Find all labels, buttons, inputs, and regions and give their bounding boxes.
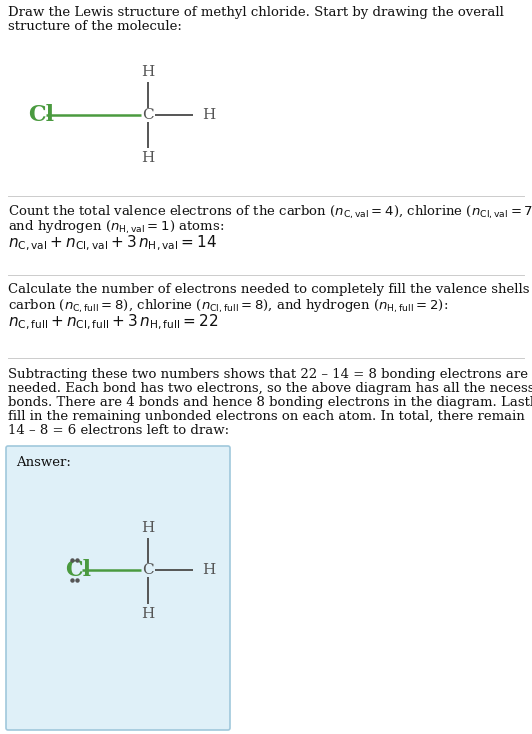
Text: C: C: [142, 108, 154, 122]
Text: carbon ($n_{\mathrm{C,full}} = 8$), chlorine ($n_{\mathrm{Cl,full}} = 8$), and h: carbon ($n_{\mathrm{C,full}} = 8$), chlo…: [8, 298, 448, 315]
Text: C: C: [142, 563, 154, 577]
Text: H: H: [142, 65, 155, 79]
Text: Subtracting these two numbers shows that 22 – 14 = 8 bonding electrons are: Subtracting these two numbers shows that…: [8, 368, 528, 381]
Text: needed. Each bond has two electrons, so the above diagram has all the necessary: needed. Each bond has two electrons, so …: [8, 382, 532, 395]
Text: H: H: [202, 108, 215, 122]
Text: fill in the remaining unbonded electrons on each atom. In total, there remain: fill in the remaining unbonded electrons…: [8, 410, 525, 423]
Text: Count the total valence electrons of the carbon ($n_{\mathrm{C,val}} = 4$), chlo: Count the total valence electrons of the…: [8, 204, 532, 221]
Text: structure of the molecule:: structure of the molecule:: [8, 20, 182, 33]
Text: Draw the Lewis structure of methyl chloride. Start by drawing the overall: Draw the Lewis structure of methyl chlor…: [8, 6, 504, 19]
Text: H: H: [142, 607, 155, 621]
Text: Answer:: Answer:: [16, 456, 71, 469]
Text: H: H: [142, 521, 155, 535]
Text: Cl: Cl: [65, 559, 91, 581]
FancyBboxPatch shape: [6, 446, 230, 730]
Text: Cl: Cl: [28, 104, 54, 126]
Text: $n_{\mathrm{C,full}} + n_{\mathrm{Cl,full}} + 3\,n_{\mathrm{H,full}} = 22$: $n_{\mathrm{C,full}} + n_{\mathrm{Cl,ful…: [8, 313, 218, 333]
Text: 14 – 8 = 6 electrons left to draw:: 14 – 8 = 6 electrons left to draw:: [8, 424, 229, 437]
Text: and hydrogen ($n_{\mathrm{H,val}} = 1$) atoms:: and hydrogen ($n_{\mathrm{H,val}} = 1$) …: [8, 219, 224, 236]
Text: $n_{\mathrm{C,val}} + n_{\mathrm{Cl,val}} + 3\,n_{\mathrm{H,val}} = 14$: $n_{\mathrm{C,val}} + n_{\mathrm{Cl,val}…: [8, 234, 217, 253]
Text: Calculate the number of electrons needed to completely fill the valence shells f: Calculate the number of electrons needed…: [8, 283, 532, 296]
Text: H: H: [142, 151, 155, 165]
Text: H: H: [202, 563, 215, 577]
Text: bonds. There are 4 bonds and hence 8 bonding electrons in the diagram. Lastly,: bonds. There are 4 bonds and hence 8 bon…: [8, 396, 532, 409]
